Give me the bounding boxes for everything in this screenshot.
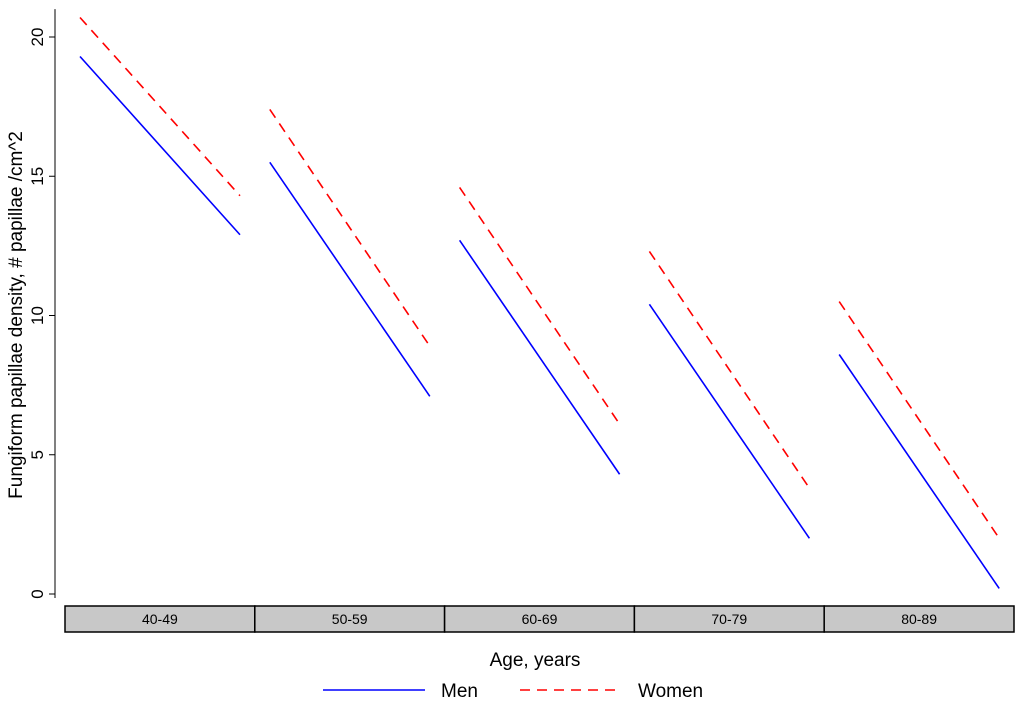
legend-label-women: Women bbox=[638, 681, 703, 702]
panel-label: 50-59 bbox=[332, 611, 368, 627]
series-lines bbox=[79, 16, 1000, 589]
panel-strips: 40-49 50-59 60-69 70-79 80-89 bbox=[64, 605, 1015, 633]
series-line-women bbox=[648, 250, 811, 489]
panel-strip bbox=[64, 605, 256, 633]
panel-label: 60-69 bbox=[522, 611, 558, 627]
series-line-men bbox=[648, 303, 811, 539]
series-line-men bbox=[79, 55, 241, 236]
y-tick-label: 20 bbox=[28, 28, 47, 47]
panel-label: 40-49 bbox=[142, 611, 178, 627]
panel-label: 70-79 bbox=[711, 611, 747, 627]
series-line-women bbox=[269, 108, 431, 347]
panel-strip bbox=[633, 605, 825, 633]
y-tick-label: 0 bbox=[28, 589, 47, 598]
y-axis-title: Fungiform papillae density, # papillae /… bbox=[6, 131, 27, 499]
y-tick-label: 5 bbox=[28, 450, 47, 459]
y-tick-label: 15 bbox=[28, 167, 47, 186]
panel-label: 80-89 bbox=[901, 611, 937, 627]
series-line-men bbox=[269, 161, 431, 397]
y-tick-label: 10 bbox=[28, 306, 47, 325]
series-line-men bbox=[838, 354, 1000, 589]
series-line-women bbox=[458, 186, 621, 425]
x-axis-title: Age, years bbox=[490, 650, 581, 671]
series-line-men bbox=[458, 239, 621, 475]
legend: Men Women bbox=[323, 681, 703, 702]
legend-label-men: Men bbox=[441, 681, 478, 702]
y-axis: 0 5 10 15 20 bbox=[28, 9, 56, 599]
series-line-women bbox=[838, 301, 1000, 539]
series-line-women bbox=[79, 16, 241, 197]
panel-strip bbox=[823, 605, 1015, 633]
